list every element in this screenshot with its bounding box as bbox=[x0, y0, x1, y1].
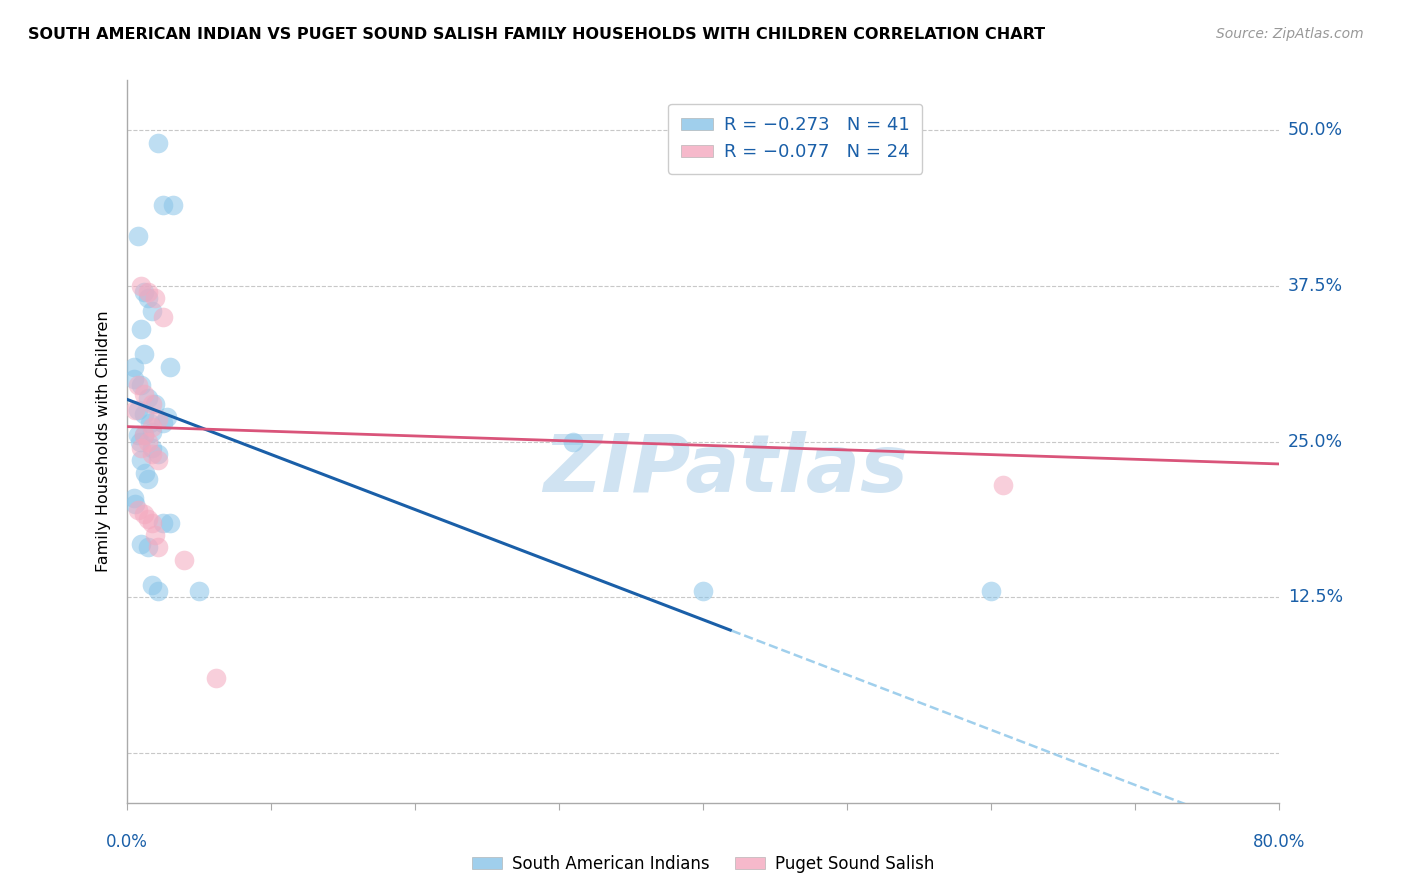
Point bbox=[132, 387, 155, 401]
Point bbox=[152, 310, 174, 324]
Point bbox=[145, 291, 166, 305]
Point bbox=[136, 434, 159, 449]
Point bbox=[145, 528, 166, 542]
Point bbox=[980, 584, 1002, 599]
Point bbox=[152, 416, 174, 430]
Text: ZIPatlas: ZIPatlas bbox=[544, 432, 908, 509]
Point bbox=[129, 441, 152, 455]
Point bbox=[562, 434, 585, 449]
Point bbox=[136, 291, 159, 305]
Point bbox=[162, 198, 184, 212]
Point bbox=[124, 497, 146, 511]
Point bbox=[991, 478, 1014, 492]
Point bbox=[132, 507, 155, 521]
Point bbox=[132, 428, 155, 442]
Point bbox=[124, 403, 146, 417]
Point bbox=[122, 491, 145, 505]
Point bbox=[128, 434, 150, 449]
Point bbox=[152, 516, 174, 530]
Y-axis label: Family Households with Children: Family Households with Children bbox=[96, 310, 111, 573]
Point bbox=[148, 447, 170, 461]
Point bbox=[136, 391, 159, 405]
Point bbox=[148, 136, 170, 150]
Point bbox=[132, 407, 155, 421]
Point bbox=[129, 278, 152, 293]
Text: 12.5%: 12.5% bbox=[1288, 588, 1343, 607]
Point bbox=[141, 419, 163, 434]
Point bbox=[141, 441, 163, 455]
Point bbox=[132, 347, 155, 361]
Point bbox=[129, 378, 152, 392]
Point bbox=[132, 428, 155, 442]
Point bbox=[156, 409, 179, 424]
Point bbox=[159, 359, 181, 374]
Point bbox=[129, 453, 152, 467]
Text: 37.5%: 37.5% bbox=[1288, 277, 1343, 295]
Point bbox=[136, 512, 159, 526]
Point bbox=[138, 416, 160, 430]
Point bbox=[134, 466, 156, 480]
Point bbox=[141, 447, 163, 461]
Text: 0.0%: 0.0% bbox=[105, 833, 148, 851]
Point bbox=[127, 503, 149, 517]
Point bbox=[136, 541, 159, 555]
Point bbox=[148, 584, 170, 599]
Point bbox=[148, 412, 170, 426]
Point bbox=[122, 372, 145, 386]
Point bbox=[127, 403, 149, 417]
Point bbox=[173, 553, 195, 567]
Point bbox=[129, 537, 152, 551]
Text: 50.0%: 50.0% bbox=[1288, 121, 1343, 139]
Point bbox=[148, 453, 170, 467]
Point bbox=[141, 425, 163, 439]
Point bbox=[127, 378, 149, 392]
Point bbox=[205, 671, 228, 685]
Legend: South American Indians, Puget Sound Salish: South American Indians, Puget Sound Sali… bbox=[465, 848, 941, 880]
Point bbox=[141, 578, 163, 592]
Point bbox=[127, 428, 149, 442]
Point bbox=[127, 229, 149, 244]
Point bbox=[148, 541, 170, 555]
Point bbox=[141, 516, 163, 530]
Point bbox=[692, 584, 714, 599]
Point bbox=[159, 516, 181, 530]
Point bbox=[132, 285, 155, 299]
Point bbox=[145, 397, 166, 411]
Point bbox=[136, 472, 159, 486]
Point bbox=[136, 285, 159, 299]
Text: Source: ZipAtlas.com: Source: ZipAtlas.com bbox=[1216, 27, 1364, 41]
Point bbox=[141, 397, 163, 411]
Text: SOUTH AMERICAN INDIAN VS PUGET SOUND SALISH FAMILY HOUSEHOLDS WITH CHILDREN CORR: SOUTH AMERICAN INDIAN VS PUGET SOUND SAL… bbox=[28, 27, 1045, 42]
Point bbox=[141, 303, 163, 318]
Text: 25.0%: 25.0% bbox=[1288, 433, 1343, 450]
Point bbox=[152, 198, 174, 212]
Legend: R = −0.273   N = 41, R = −0.077   N = 24: R = −0.273 N = 41, R = −0.077 N = 24 bbox=[668, 103, 922, 174]
Point bbox=[187, 584, 209, 599]
Point bbox=[129, 322, 152, 336]
Text: 80.0%: 80.0% bbox=[1253, 833, 1306, 851]
Point bbox=[122, 359, 145, 374]
